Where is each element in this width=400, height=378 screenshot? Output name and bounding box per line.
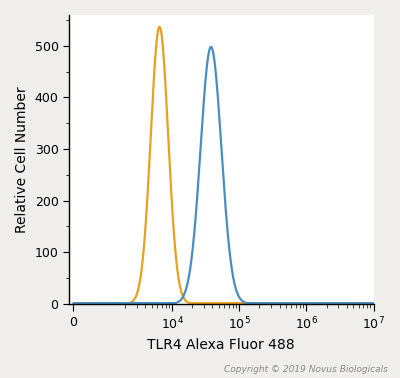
X-axis label: TLR4 Alexa Fluor 488: TLR4 Alexa Fluor 488 (148, 338, 295, 352)
Text: Copyright © 2019 Novus Biologicals: Copyright © 2019 Novus Biologicals (224, 365, 388, 374)
Y-axis label: Relative Cell Number: Relative Cell Number (15, 86, 29, 233)
